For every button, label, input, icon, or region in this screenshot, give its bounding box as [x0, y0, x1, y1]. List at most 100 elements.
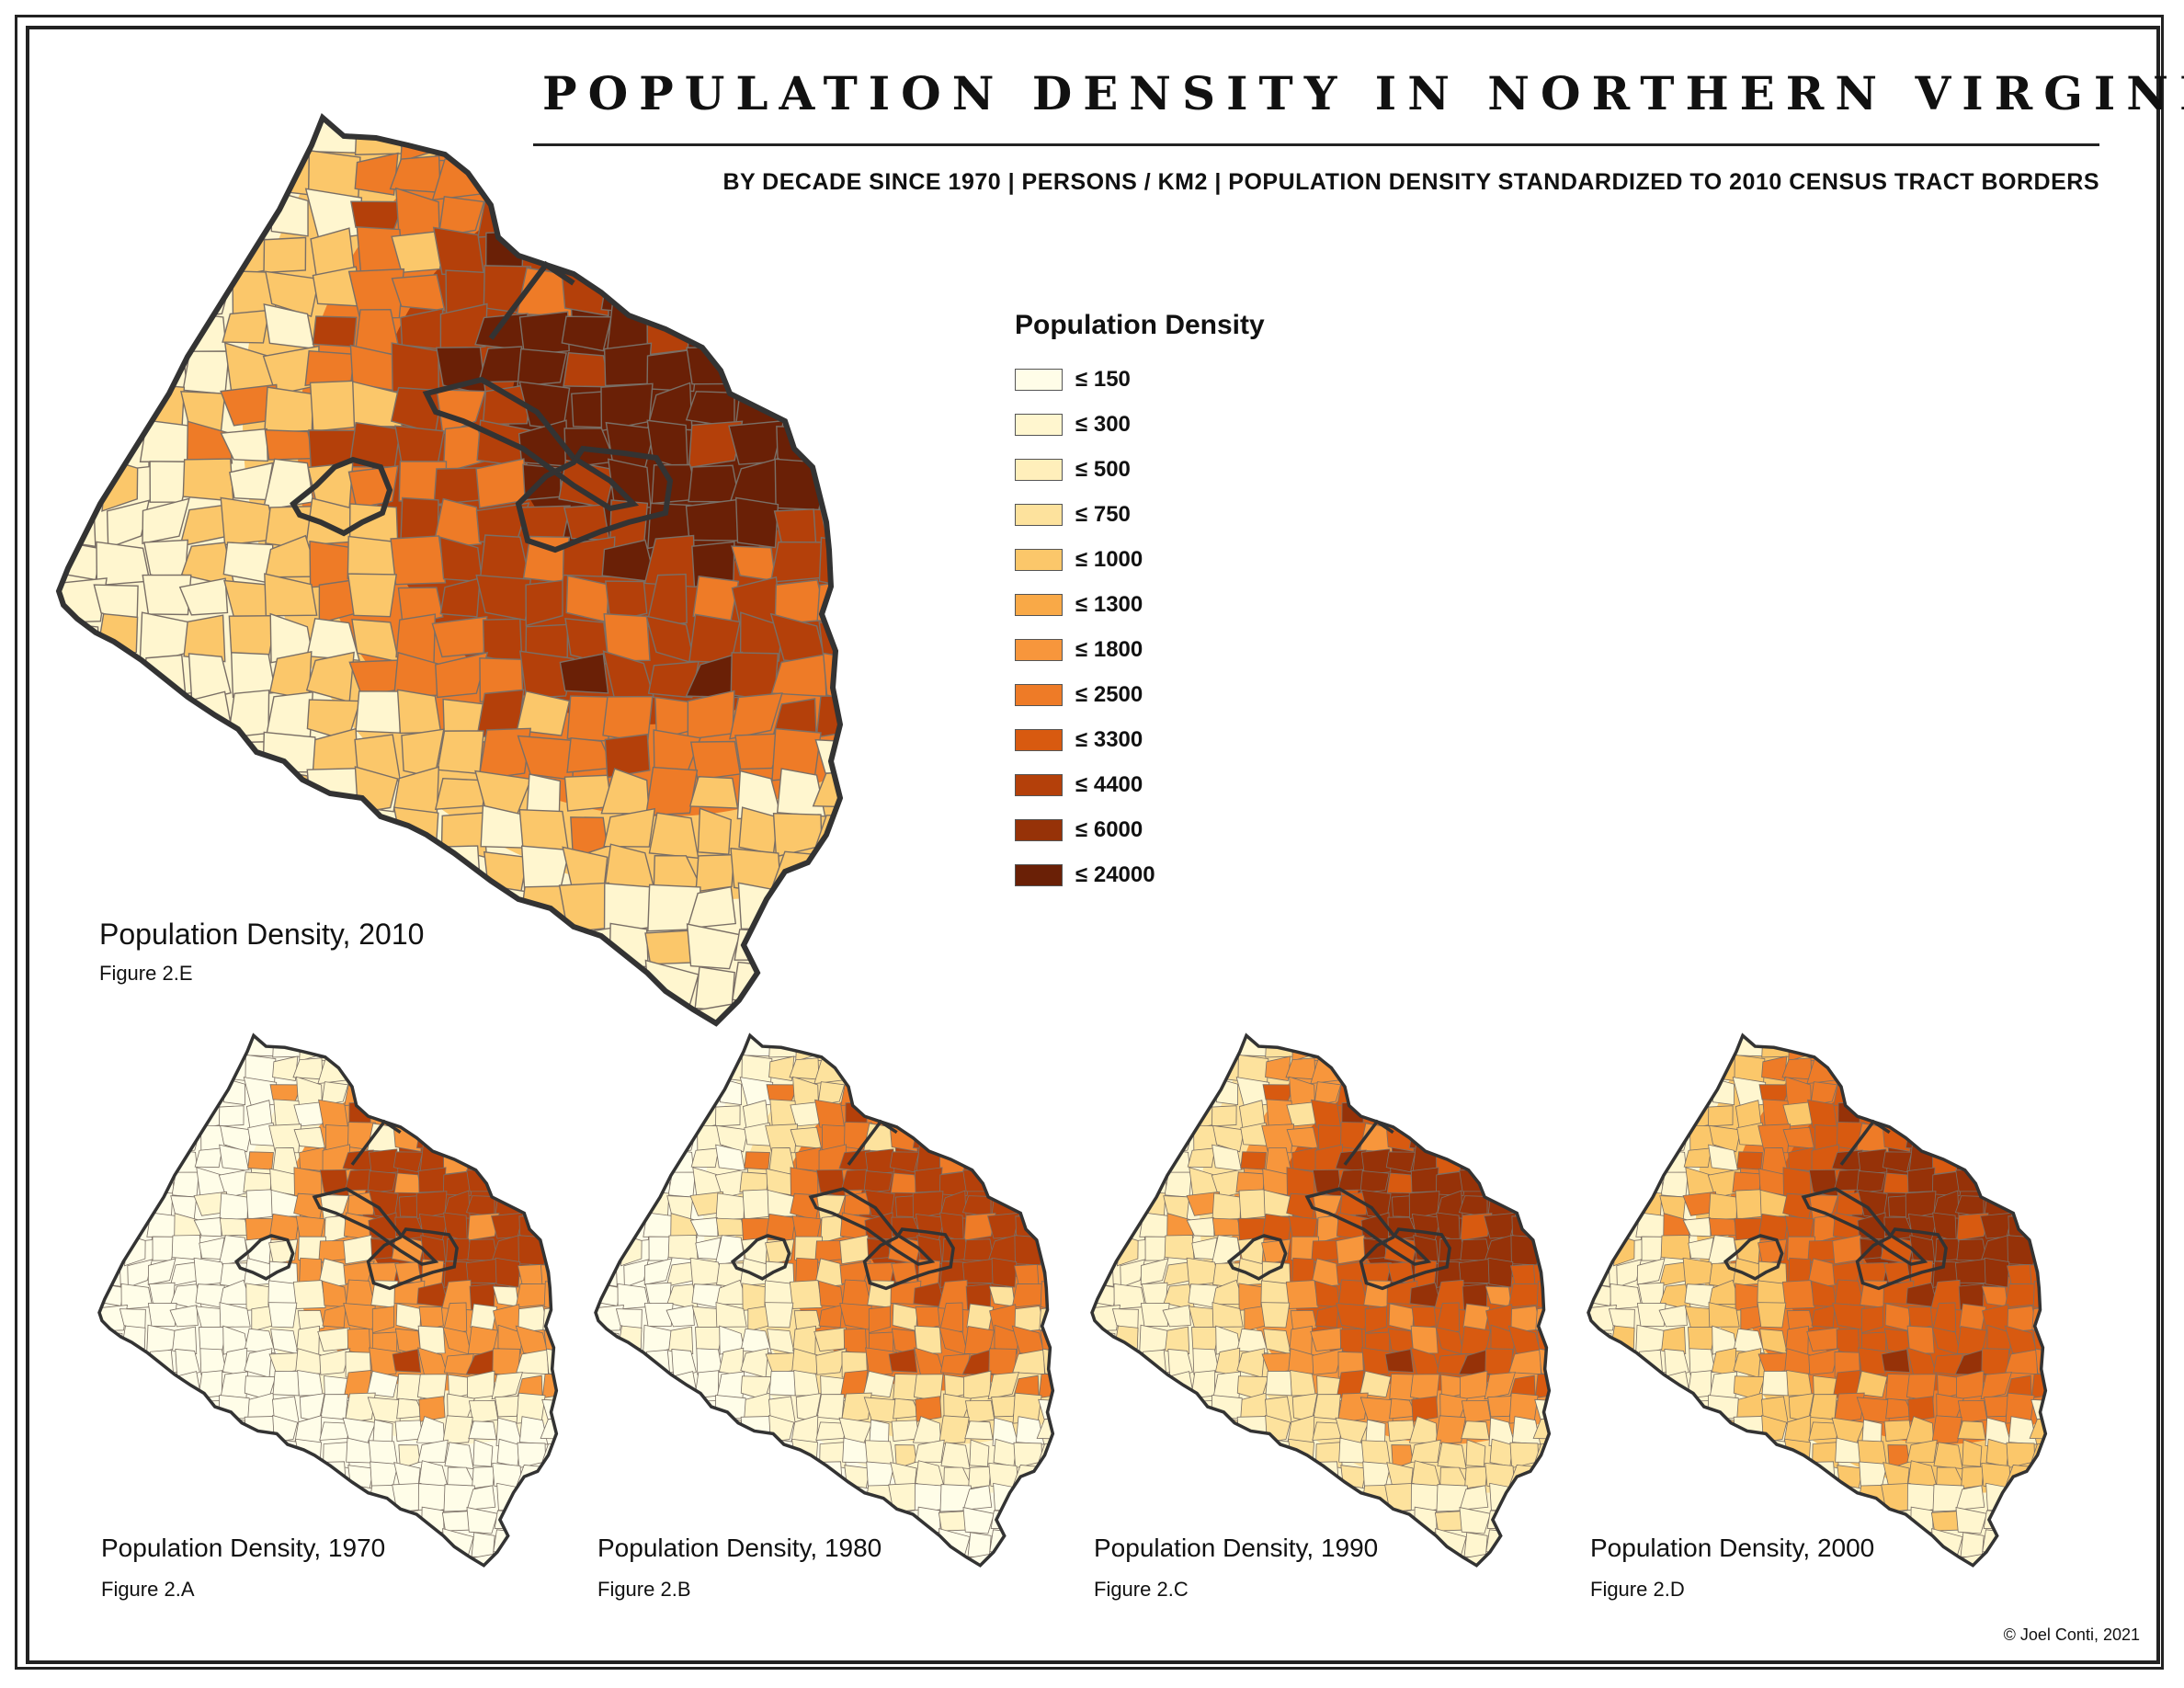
census-tract: [966, 1100, 992, 1128]
census-tract: [292, 1482, 324, 1512]
census-tract: [1359, 1505, 1391, 1532]
census-tract: [225, 843, 267, 887]
census-tract: [963, 1213, 996, 1241]
census-tract: [1484, 1076, 1514, 1107]
legend-title: Population Density: [1015, 310, 1265, 340]
census-tract: [1588, 1145, 1618, 1171]
census-tract: [1811, 1144, 1840, 1174]
census-tract: [1092, 1100, 1120, 1129]
census-tract: [1015, 1123, 1045, 1150]
census-tract: [720, 1506, 744, 1534]
census-tract: [600, 148, 654, 202]
census-tract: [1709, 1460, 1740, 1492]
census-tract: [227, 768, 273, 815]
census-tract: [1810, 1510, 1839, 1537]
census-tract: [2058, 1171, 2083, 1198]
census-tract: [1314, 1081, 1342, 1106]
jurisdiction-boundary: [312, 1187, 439, 1266]
census-tract: [2054, 1462, 2086, 1491]
census-tract: [1117, 1437, 1144, 1465]
census-tract: [596, 1035, 620, 1060]
census-tract: [127, 1259, 153, 1288]
census-tract: [1435, 1415, 1466, 1444]
census-tract: [518, 963, 573, 1011]
census-tract: [395, 1532, 420, 1558]
census-tract: [142, 574, 192, 616]
census-tract: [1980, 1167, 2010, 1198]
census-tract: [1856, 1170, 1886, 1193]
census-tract: [859, 500, 907, 548]
census-tract: [1062, 1351, 1094, 1379]
census-tract: [465, 1258, 498, 1283]
census-tract: [2057, 1326, 2085, 1354]
outer-frame: [15, 15, 2164, 1670]
census-tract: [1359, 1056, 1388, 1082]
census-tract: [813, 849, 840, 895]
jurisdiction-boundary: [808, 1187, 936, 1266]
census-tract: [1659, 1397, 1685, 1423]
census-tract: [914, 1036, 944, 1060]
census-tract: [1166, 1078, 1190, 1106]
census-tract: [106, 499, 151, 549]
census-tract: [1980, 1212, 2013, 1239]
census-tract: [845, 1101, 870, 1124]
census-tract: [1440, 1059, 1466, 1085]
census-tract: [742, 1189, 771, 1220]
map-figure-2000: Figure 2.D: [1590, 1578, 1685, 1601]
census-tract: [1538, 1103, 1550, 1128]
census-tract: [2029, 1056, 2046, 1083]
census-tract: [394, 1054, 426, 1086]
census-tract: [297, 1370, 324, 1397]
census-tract: [716, 1371, 745, 1398]
census-tract: [1709, 1124, 1742, 1153]
census-tract: [1757, 1123, 1792, 1154]
census-tract: [219, 1192, 249, 1220]
jurisdiction-boundary: [422, 376, 640, 512]
census-tract: [1882, 1151, 1913, 1173]
census-tract: [99, 1488, 128, 1511]
census-tract: [1408, 1127, 1442, 1152]
census-tract: [416, 1533, 447, 1559]
census-tract: [518, 1484, 548, 1514]
census-tract: [1364, 1306, 1388, 1334]
census-tract: [517, 1077, 549, 1104]
census-tract: [856, 846, 909, 895]
census-tract: [99, 1035, 124, 1060]
region-outline: [55, 112, 844, 1027]
census-tract: [1112, 1122, 1143, 1152]
census-tract: [1138, 1035, 1170, 1059]
census-tract: [2054, 1351, 2087, 1379]
census-tract: [142, 691, 192, 740]
census-tract: [543, 1281, 557, 1312]
census-tract: [518, 1416, 549, 1445]
census-tract: [198, 1370, 223, 1399]
census-tract: [864, 921, 907, 969]
census-tract: [226, 741, 267, 781]
census-tract: [596, 1100, 623, 1129]
census-tract: [1561, 1440, 1589, 1465]
legend-item: ≤ 4400: [1015, 762, 1401, 807]
census-tract: [667, 1235, 699, 1260]
census-tract: [470, 1100, 495, 1128]
census-tract: [1111, 1144, 1139, 1170]
census-tract: [695, 853, 735, 893]
census-tract: [741, 1466, 768, 1485]
census-tract: [1959, 1035, 1985, 1062]
census-tract: [1064, 1371, 1093, 1400]
census-tract: [1687, 1370, 1712, 1399]
census-tract: [1559, 1032, 1587, 1058]
legend-item: ≤ 1000: [1015, 537, 1401, 582]
census-tract: [367, 1370, 399, 1398]
census-tract: [1660, 1466, 1691, 1490]
census-tract: [59, 779, 103, 818]
census-tract: [686, 923, 741, 970]
census-tract: [596, 1193, 624, 1219]
census-tract: [570, 1082, 597, 1106]
census-tract: [266, 843, 318, 898]
census-tract: [389, 961, 439, 1003]
census-tract: [768, 1370, 796, 1397]
census-tract: [857, 112, 906, 156]
census-tract: [1040, 1281, 1053, 1312]
census-tract: [1561, 1326, 1588, 1354]
census-tract: [2008, 1123, 2038, 1150]
